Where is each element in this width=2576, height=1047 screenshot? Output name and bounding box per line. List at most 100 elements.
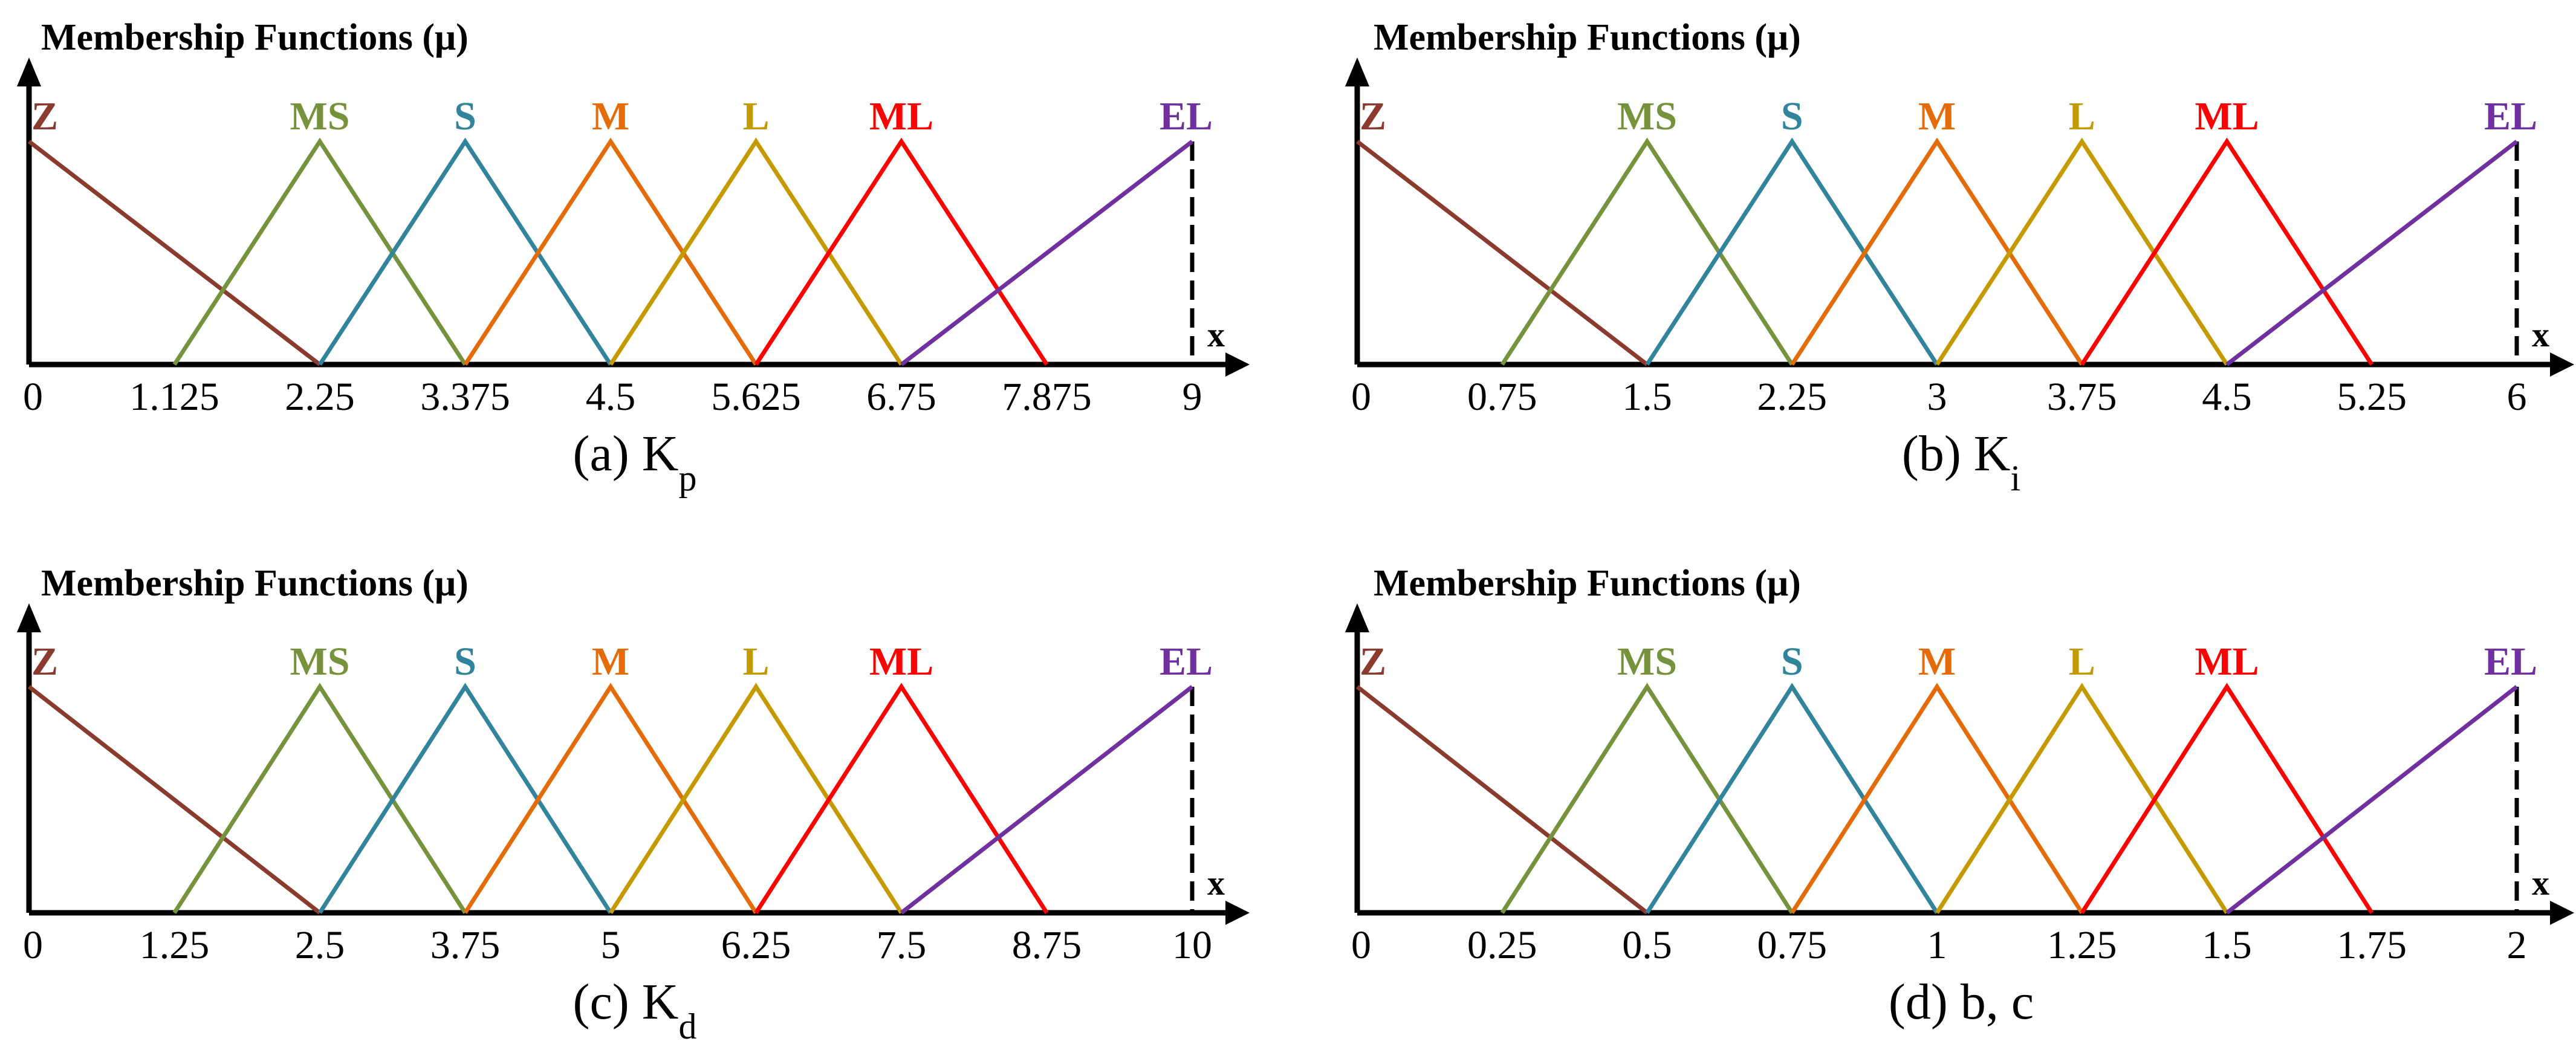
- y-axis-label: Membership Functions (μ): [41, 563, 469, 604]
- y-axis-label: Membership Functions (μ): [1374, 17, 1801, 58]
- tick-label: 5: [601, 923, 621, 967]
- tick-label: 3: [1927, 375, 1947, 419]
- tick-label: 1.125: [129, 375, 219, 419]
- mf-label-ms: MS: [1617, 640, 1677, 684]
- mf-line-z: [1355, 140, 1649, 366]
- panel-caption: (b) Ki: [1902, 426, 2020, 498]
- mf-line-s: [318, 682, 612, 914]
- caption-text: (a) K: [573, 426, 679, 482]
- tick-label: 0.25: [1467, 923, 1537, 967]
- mf-label-m: M: [592, 640, 629, 684]
- tick-label: 2.25: [1757, 375, 1828, 419]
- y-axis-arrow-icon: [1345, 603, 1369, 632]
- mf-label-s: S: [1781, 94, 1803, 138]
- mf-line-m: [463, 137, 758, 366]
- y-axis-arrow-icon: [17, 603, 41, 632]
- y-axis-label: Membership Functions (μ): [1374, 563, 1801, 604]
- tick-label: 5.625: [711, 375, 801, 419]
- mf-label-z: Z: [1360, 94, 1386, 138]
- mf-label-ml: ML: [2195, 94, 2259, 138]
- tick-label: 6.75: [866, 375, 936, 419]
- tick-label: 1.5: [2202, 923, 2252, 967]
- mf-line-ms: [1500, 682, 1794, 914]
- mf-line-ms: [172, 682, 467, 914]
- tick-label: 10: [1172, 923, 1212, 967]
- mf-line-m: [1790, 682, 2084, 914]
- mf-label-ms: MS: [290, 94, 350, 138]
- mf-label-l: L: [2069, 640, 2095, 684]
- mf-label-el: EL: [1160, 640, 1213, 684]
- mf-label-s: S: [454, 640, 476, 684]
- mf-label-z: Z: [31, 640, 58, 684]
- x-axis-arrow-icon: [2550, 352, 2574, 377]
- mf-label-s: S: [454, 94, 476, 138]
- tick-label: 0.75: [1467, 375, 1537, 419]
- mf-label-m: M: [1918, 640, 1956, 684]
- mf-line-ms: [1500, 137, 1794, 366]
- caption-subscript: i: [2010, 458, 2020, 498]
- chart-panel-1: Membership Functions (μ) x 0 1.125 2.25 3.375…: [17, 17, 1250, 498]
- caption-subscript: d: [678, 1006, 696, 1046]
- tick-label: 3.75: [430, 923, 501, 967]
- mf-line-l: [609, 137, 903, 366]
- mf-line-z: [27, 685, 322, 915]
- mf-label-ms: MS: [290, 640, 350, 684]
- x-axis-arrow-icon: [2550, 901, 2574, 925]
- chart-panel-2: Membership Functions (μ) x 0 0.75 1.5 2.25 3 3.…: [1345, 17, 2574, 498]
- tick-label: 0: [1351, 375, 1371, 419]
- mf-line-s: [318, 137, 612, 366]
- tick-label: 2: [2507, 923, 2527, 967]
- y-axis-arrow-icon: [1345, 57, 1369, 86]
- mf-line-el: [900, 140, 1194, 366]
- tick-label: 6: [2507, 375, 2527, 419]
- caption-text: (b) K: [1902, 426, 2011, 482]
- x-axis-arrow-icon: [1225, 901, 1250, 925]
- tick-label: 1.25: [140, 923, 210, 967]
- x-axis-label: x: [1207, 315, 1225, 354]
- x-axis-label: x: [1207, 863, 1225, 903]
- tick-label: 1.5: [1622, 375, 1672, 419]
- mf-line-ms: [172, 137, 467, 366]
- y-axis-arrow-icon: [17, 57, 41, 86]
- mf-line-ml: [754, 137, 1049, 366]
- x-axis-label: x: [2532, 863, 2549, 903]
- x-axis-label: x: [2532, 315, 2549, 354]
- tick-label: 1: [1927, 923, 1947, 967]
- caption-subscript: p: [678, 458, 696, 498]
- caption-text: (d) b, c: [1889, 974, 2034, 1030]
- tick-label: 0: [1351, 923, 1371, 967]
- mf-line-z: [1355, 685, 1649, 915]
- mf-line-el: [2225, 140, 2519, 366]
- panel-caption: (a) Kp: [573, 426, 697, 498]
- mf-line-ml: [2080, 682, 2374, 914]
- tick-label: 3.75: [2047, 375, 2117, 419]
- panel-caption: (c) Kd: [573, 974, 697, 1046]
- y-axis-label: Membership Functions (μ): [41, 17, 469, 58]
- tick-label: 4.5: [2202, 375, 2252, 419]
- mf-line-l: [1935, 682, 2229, 914]
- tick-label: 0: [23, 375, 43, 419]
- tick-label: 9: [1183, 375, 1202, 419]
- mf-label-m: M: [592, 94, 629, 138]
- mf-label-l: L: [2069, 94, 2095, 138]
- tick-label: 2.25: [285, 375, 355, 419]
- tick-label: 1.75: [2337, 923, 2407, 967]
- tick-label: 7.875: [1002, 375, 1092, 419]
- mf-line-m: [1790, 137, 2084, 366]
- mf-line-ml: [754, 682, 1049, 914]
- mf-label-ml: ML: [869, 94, 933, 138]
- tick-label: 2.5: [295, 923, 345, 967]
- mf-line-s: [1645, 137, 1939, 366]
- mf-line-l: [1935, 137, 2229, 366]
- tick-label: 6.25: [721, 923, 791, 967]
- mf-label-m: M: [1918, 94, 1956, 138]
- mf-label-ml: ML: [2195, 640, 2259, 684]
- mf-line-z: [27, 140, 322, 366]
- mf-label-l: L: [742, 640, 769, 684]
- tick-label: 5.25: [2337, 375, 2407, 419]
- mf-label-ml: ML: [869, 640, 933, 684]
- mf-line-el: [900, 685, 1194, 915]
- tick-label: 4.5: [586, 375, 636, 419]
- mf-label-s: S: [1781, 640, 1803, 684]
